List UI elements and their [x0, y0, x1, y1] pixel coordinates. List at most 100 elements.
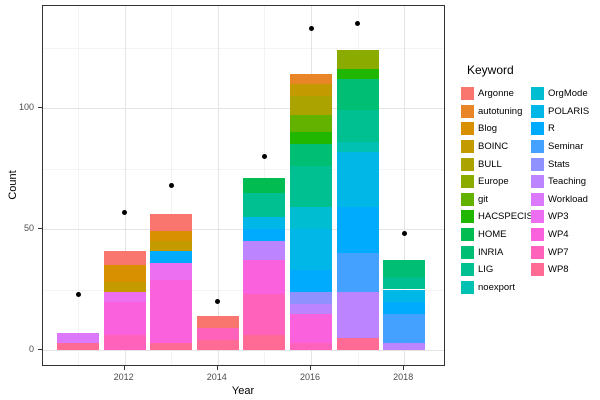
- legend-item-INRIA: INRIA: [461, 243, 531, 261]
- legend-swatch-Seminar: [531, 140, 544, 154]
- bar-segment-2016-WP4: [290, 313, 332, 343]
- legend-swatch-git: [461, 192, 474, 206]
- bar-segment-2017-INRIA: [336, 78, 379, 111]
- legend-label-WP4: WP4: [548, 229, 569, 241]
- legend-swatch-WP8: [531, 263, 544, 277]
- legend-label-Teaching: Teaching: [548, 176, 587, 188]
- bar-segment-2016-git: [290, 115, 332, 133]
- legend-label-OrgMode: OrgMode: [548, 88, 588, 100]
- legend-item-WP3: WP3: [531, 208, 600, 226]
- legend-swatch-LIG: [461, 263, 474, 277]
- bar-segment-2018-POLARIS: [383, 289, 426, 302]
- bar-segment-2014-Argonne: [196, 316, 239, 329]
- x-tick-label-2018: 2018: [393, 372, 414, 382]
- point-2016: [308, 25, 314, 31]
- bar-segment-2016-BULL: [290, 95, 332, 116]
- legend-item-LIG: LIG: [461, 261, 531, 279]
- bar-segment-2018-INRIA: [383, 260, 426, 278]
- bar-segment-2013-WP8: [150, 342, 193, 350]
- y-tick-label-100: 100: [18, 102, 34, 112]
- bar-segment-2012-BOINC: [103, 282, 146, 292]
- legend-item-Argonne: Argonne: [461, 85, 531, 103]
- bar-segment-2015-WP8: [243, 335, 286, 350]
- x-tick-mark-2012: [123, 366, 125, 370]
- y-gridline-minor: [43, 47, 444, 49]
- legend-swatch-HACSPECIS: [461, 210, 474, 224]
- bar-segment-2011-WP8: [57, 342, 99, 350]
- bar-segment-2016-autotuning: [290, 74, 332, 84]
- legend-label-noexport: noexport: [478, 281, 515, 293]
- x-tick-label-2016: 2016: [299, 372, 321, 382]
- legend-item-HACSPECIS: HACSPECIS: [461, 208, 533, 226]
- legend-label-LIG: LIG: [478, 264, 494, 276]
- legend-swatch-R: [531, 122, 544, 136]
- point-2011: [75, 291, 81, 297]
- bar-segment-2016-BOINC: [290, 83, 332, 96]
- bar-segment-2016-Stats: [290, 291, 332, 304]
- legend-label-Stats: Stats: [548, 158, 570, 170]
- legend-item-autotuning: autotuning: [461, 103, 531, 121]
- legend-item-Europe: Europe: [461, 173, 531, 191]
- legend-swatch-HOME: [461, 228, 474, 242]
- legend-item-OrgMode: OrgMode: [531, 85, 600, 103]
- legend-item-Stats: Stats: [531, 155, 600, 173]
- bar-segment-2017-Seminar: [336, 253, 379, 292]
- legend-item-Workload: Workload: [531, 191, 600, 209]
- y-gridline-minor: [43, 168, 444, 170]
- legend-swatch-BOINC: [461, 140, 474, 154]
- bar-segment-2015-WP7: [243, 294, 286, 336]
- legend-item-BULL: BULL: [461, 155, 531, 173]
- legend-item-WP4: WP4: [531, 226, 600, 244]
- bar-segment-2015-Teaching: [243, 241, 286, 261]
- legend-item-HOME: HOME: [461, 226, 531, 244]
- legend-label-BULL: BULL: [478, 158, 502, 170]
- y-tick-mark-50: [38, 228, 42, 229]
- bar-segment-2016-POLARIS: [290, 229, 332, 271]
- bar-segment-2016-LIG: [290, 166, 332, 208]
- bar-segment-2013-WP4: [150, 279, 193, 343]
- bar-segment-2015-LIG: [243, 192, 286, 217]
- point-2015: [261, 153, 267, 159]
- legend-item-R: R: [531, 120, 600, 138]
- bar-segment-2013-WP3: [150, 262, 193, 280]
- legend-swatch-Stats: [531, 157, 544, 171]
- bar-segment-2013-Argonne: [150, 214, 193, 232]
- legend-swatch-Blog: [461, 122, 474, 136]
- legend-label-BOINC: BOINC: [478, 141, 509, 153]
- legend-swatch-POLARIS: [531, 104, 544, 118]
- legend-item-Seminar: Seminar: [531, 138, 600, 156]
- bar-segment-2017-R: [336, 207, 379, 254]
- legend-label-INRIA: INRIA: [478, 246, 504, 258]
- bar-segment-2012-Argonne: [103, 250, 146, 266]
- legend-label-autotuning: autotuning: [478, 105, 523, 117]
- legend-label-HOME: HOME: [478, 229, 507, 241]
- legend-item-Teaching: Teaching: [531, 173, 600, 191]
- bar-segment-2018-Teaching: [383, 342, 426, 350]
- legend-swatch-INRIA: [461, 245, 474, 259]
- bar-segment-2015-WP4: [243, 260, 286, 295]
- bar-segment-2017-HACSPECIS: [336, 69, 379, 79]
- legend-item-Blog: Blog: [461, 120, 531, 138]
- bar-segment-2017-Teaching: [336, 291, 379, 338]
- bar-segment-2018-LIG: [383, 277, 426, 290]
- legend-item-BOINC: BOINC: [461, 138, 531, 156]
- bar-segment-2012-WP4: [103, 301, 146, 336]
- legend-label-WP7: WP7: [548, 246, 569, 258]
- x-axis-title: Year: [231, 385, 255, 397]
- bar-segment-2018-R: [383, 301, 426, 314]
- legend: Keyword Argonne autotuning Blog BOINC BULL Eu…: [461, 63, 600, 296]
- bar-segment-2016-R: [290, 270, 332, 292]
- bar-segment-2012-WP3: [103, 291, 146, 302]
- bar-segment-2012-WP7: [103, 335, 146, 350]
- point-2012: [122, 209, 128, 215]
- bar-segment-2017-LIG: [336, 110, 379, 142]
- x-gridline-minor: [78, 6, 79, 365]
- y-tick-mark-100: [38, 107, 42, 108]
- bar-segment-2015-R: [243, 229, 286, 242]
- bar-segment-2014-WP7: [196, 328, 239, 341]
- x-gridline-major: [217, 6, 219, 365]
- y-tick-label-0: 0: [28, 344, 34, 354]
- x-gridline-major: [124, 6, 126, 365]
- legend-swatch-WP7: [531, 245, 544, 259]
- bar-segment-2015-HOME: [243, 178, 286, 193]
